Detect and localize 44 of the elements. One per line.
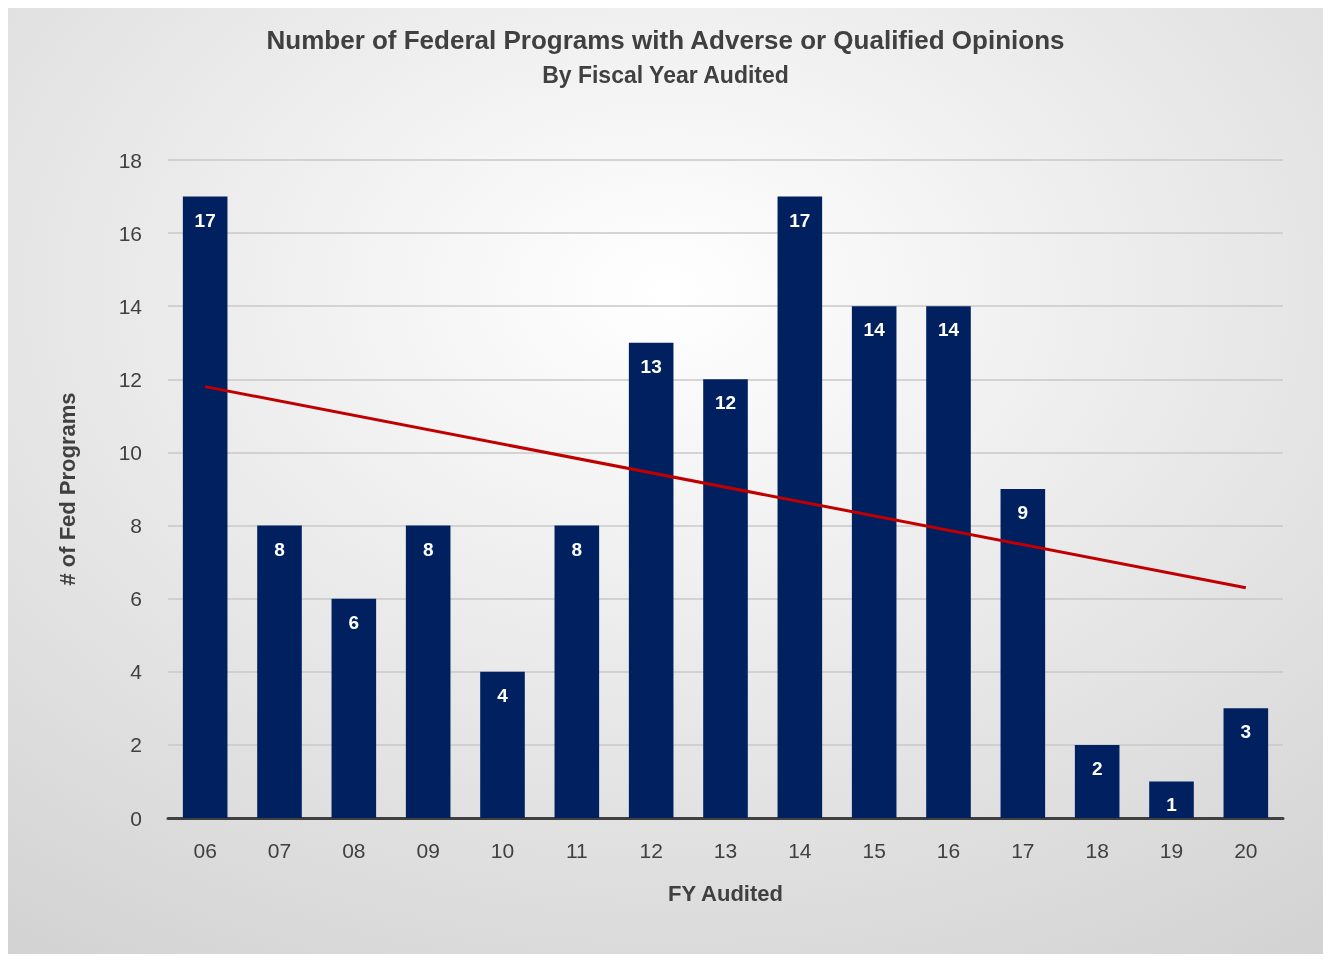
data-label: 8 — [274, 538, 285, 560]
data-label: 14 — [863, 319, 886, 341]
x-tick-label: 14 — [788, 839, 812, 862]
y-tick-label: 18 — [118, 148, 142, 172]
data-label: 3 — [1240, 721, 1252, 743]
y-tick-label: 16 — [118, 221, 142, 245]
data-label: 13 — [640, 355, 662, 377]
chart-subtitle: By Fiscal Year Audited — [542, 61, 789, 88]
x-tick-label: 20 — [1234, 839, 1258, 862]
x-tick-label: 17 — [1011, 839, 1035, 862]
data-label: 6 — [348, 611, 360, 633]
data-label: 14 — [937, 319, 960, 341]
data-label: 8 — [422, 538, 434, 560]
data-label: 1 — [1166, 794, 1178, 816]
y-tick-label: 0 — [130, 806, 142, 830]
x-axis-title: FY Audited — [668, 880, 783, 906]
data-label: 9 — [1017, 502, 1029, 523]
y-tick-label: 12 — [118, 367, 142, 391]
x-tick-label: 16 — [936, 839, 961, 862]
x-tick-label: 12 — [639, 839, 663, 862]
x-tick-label: 11 — [565, 839, 588, 862]
data-label: 12 — [714, 392, 737, 414]
data-label: 17 — [789, 209, 811, 231]
x-tick-label: 19 — [1159, 839, 1184, 862]
data-label: 2 — [1091, 757, 1103, 779]
x-tick-label: 18 — [1085, 839, 1109, 862]
x-tick-label: 15 — [862, 839, 886, 862]
x-tick-label: 09 — [416, 839, 440, 862]
y-axis-title: # of Fed Programs — [54, 392, 80, 586]
x-tick-label: 08 — [342, 839, 366, 862]
x-tick-label: 10 — [490, 839, 515, 862]
chart-title: Number of Federal Programs with Adverse or Qualified Opinions — [266, 25, 1065, 55]
x-tick-label: 07 — [267, 839, 292, 862]
data-label: 8 — [571, 538, 583, 560]
y-tick-label: 6 — [130, 587, 142, 611]
data-label: 4 — [497, 684, 509, 706]
data-label: 17 — [194, 209, 216, 231]
x-tick-label: 06 — [193, 839, 217, 862]
y-tick-label: 10 — [118, 440, 142, 464]
x-tick-label: 13 — [713, 839, 738, 862]
y-tick-label: 2 — [130, 733, 142, 757]
y-tick-label: 4 — [130, 660, 143, 684]
y-tick-label: 8 — [130, 514, 142, 538]
y-tick-label: 14 — [118, 294, 143, 318]
